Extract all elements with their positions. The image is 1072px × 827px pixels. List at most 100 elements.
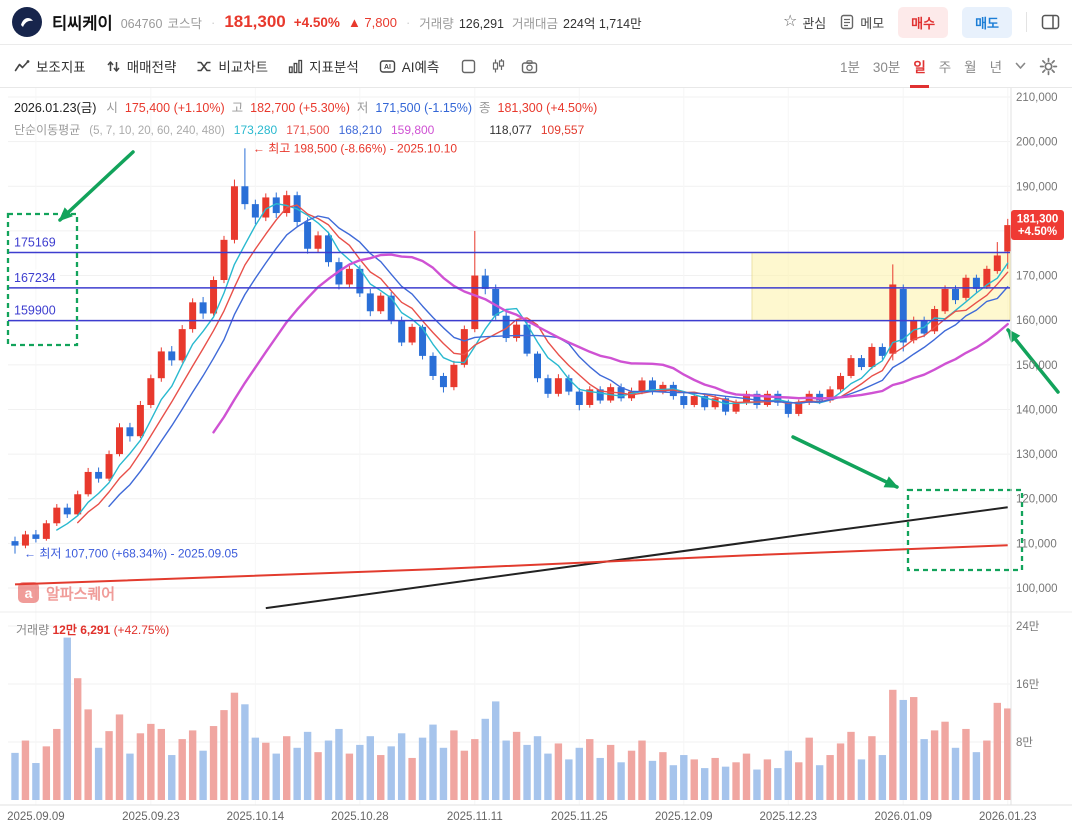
toolbar-item-label: 지표분석 xyxy=(309,60,359,75)
current-price: 181,300 xyxy=(224,12,286,31)
svg-text:← 최고 198,500 (-8.66%) - 2025.1: ← 최고 198,500 (-8.66%) - 2025.10.10 xyxy=(253,141,458,155)
timeframe-month[interactable]: 월 xyxy=(964,60,977,75)
indicator-icon xyxy=(14,59,30,71)
timeframe-year[interactable]: 년 xyxy=(989,60,1002,75)
svg-text:100,000: 100,000 xyxy=(1016,583,1058,595)
memo-button[interactable]: 메모 xyxy=(840,13,884,32)
candlestick-icon xyxy=(493,59,505,73)
svg-text:2025.10.28: 2025.10.28 xyxy=(331,811,389,823)
toolbar-item-compare[interactable]: 비교차트 xyxy=(196,56,268,76)
ma-info: 단순이동평균 (5, 7, 10, 20, 60, 240, 480) 173,… xyxy=(14,121,584,138)
gridlines xyxy=(8,88,1010,805)
svg-text:2025.11.25: 2025.11.25 xyxy=(551,811,608,823)
timeframe-day[interactable]: 일 xyxy=(910,45,930,88)
toolbar-item-label: AI예측 xyxy=(401,60,440,75)
volume-legend: 거래량 12만 6,291 (+42.75%) xyxy=(16,622,169,637)
candles-layer xyxy=(11,148,1012,554)
svg-text:2025.10.14: 2025.10.14 xyxy=(227,811,285,823)
svg-text:2025.11.11: 2025.11.11 xyxy=(447,811,503,823)
watchlist-label: 관심 xyxy=(802,15,827,31)
chart-style-button[interactable] xyxy=(461,59,476,74)
toolbar-item-ai-forecast[interactable]: AI AI예측 xyxy=(379,56,440,76)
toolbar-item-indicators[interactable]: 보조지표 xyxy=(14,56,86,76)
low-value: 171,500 (-1.15%) xyxy=(375,101,472,115)
volume-bars xyxy=(11,637,1012,800)
chart-toolbar: 보조지표 매매전략 비교차트 지표분석 xyxy=(0,45,1072,88)
header-actions: ☆ 관심 메모 매수 매도 xyxy=(783,6,1060,38)
svg-text:160,000: 160,000 xyxy=(1016,315,1058,327)
sidebar-toggle-icon xyxy=(1041,14,1060,30)
separator-dot: · xyxy=(405,14,411,30)
annotations: ← 최고 198,500 (-8.66%) - 2025.10.10 ← 최저 1… xyxy=(24,141,457,560)
open-value: 175,400 (+1.10%) xyxy=(124,101,225,115)
market-label: 코스닥 xyxy=(167,16,202,31)
svg-text:130,000: 130,000 xyxy=(1016,449,1058,461)
svg-text:150,000: 150,000 xyxy=(1016,360,1058,372)
candle-style-button[interactable] xyxy=(491,58,506,74)
open-label: 시 xyxy=(106,101,118,115)
compare-chart-icon xyxy=(197,61,211,71)
chevron-down-icon[interactable] xyxy=(1015,62,1026,70)
svg-text:+4.50%: +4.50% xyxy=(1018,226,1057,238)
close-value: 181,300 (+4.50%) xyxy=(497,101,598,115)
svg-text:AI: AI xyxy=(384,64,391,71)
svg-text:200,000: 200,000 xyxy=(1016,137,1058,149)
timeframe-week[interactable]: 주 xyxy=(938,60,952,75)
memo-icon xyxy=(841,14,854,30)
ohlc-info: 2026.01.23(금) 시 175,400 (+1.10%) 고 182,7… xyxy=(14,97,597,116)
svg-text:190,000: 190,000 xyxy=(1016,181,1058,193)
high-label: 고 xyxy=(231,101,244,115)
sell-button[interactable]: 매도 xyxy=(962,6,1012,38)
app-logo[interactable] xyxy=(12,7,42,37)
svg-text:140,000: 140,000 xyxy=(1016,404,1058,416)
turnover-stat: 거래대금 224억 1,714만 xyxy=(512,13,642,32)
toolbar-item-analysis[interactable]: 지표분석 xyxy=(288,56,359,76)
volume-stat-value: 126,291 xyxy=(458,16,504,31)
indicator-analysis-icon xyxy=(288,59,303,73)
timeframe-30min[interactable]: 30분 xyxy=(872,60,901,75)
toolbar-item-label: 보조지표 xyxy=(36,60,86,75)
app-logo-icon xyxy=(21,17,33,27)
svg-text:알파스퀘어: 알파스퀘어 xyxy=(46,586,115,603)
close-label: 종 xyxy=(479,101,491,115)
toolbar-icon-buttons xyxy=(461,58,538,74)
ma7-value: 171,500 xyxy=(286,123,330,137)
watermark: a 알파스퀘어 xyxy=(18,582,115,603)
toolbar-item-label: 비교차트 xyxy=(218,60,269,75)
chart-style-icon xyxy=(462,59,476,73)
ma240-value: 109,557 xyxy=(540,123,585,137)
svg-text:120,000: 120,000 xyxy=(1016,494,1058,506)
svg-text:159900: 159900 xyxy=(14,304,56,318)
screenshot-button[interactable] xyxy=(521,59,538,74)
svg-text:2025.09.09: 2025.09.09 xyxy=(7,811,65,823)
svg-text:24만: 24만 xyxy=(1016,620,1040,633)
volume-stat: 거래량 126,291 xyxy=(419,13,504,32)
stock-name: 티씨케이 xyxy=(52,15,113,33)
trade-strategy-icon xyxy=(107,60,120,72)
stock-code: 064760 코스닥 xyxy=(121,13,202,32)
camera-icon xyxy=(522,59,538,73)
memo-label: 메모 xyxy=(860,15,885,31)
change-amount: ▲ 7,800 xyxy=(347,14,397,30)
watchlist-button[interactable]: ☆ 관심 xyxy=(783,13,826,32)
ma10-value: 168,210 xyxy=(338,123,382,137)
panel-toggle-button[interactable] xyxy=(1041,14,1060,30)
svg-text:210,000: 210,000 xyxy=(1016,92,1058,104)
stock-code-number: 064760 xyxy=(120,16,163,31)
stock-header: 티씨케이 064760 코스닥 · 181,300 +4.50% ▲ 7,800 … xyxy=(0,0,1072,45)
ma-label: 단순이동평균 xyxy=(14,123,81,137)
turnover-stat-value: 224억 1,714만 xyxy=(563,16,642,31)
green-annotations xyxy=(6,150,1060,572)
settings-gear-icon[interactable] xyxy=(1039,57,1058,76)
axes: 210,000200,000190,000180,000170,000160,0… xyxy=(0,88,1072,823)
ma20-value: 159,800 xyxy=(390,123,435,137)
svg-text:2025.12.09: 2025.12.09 xyxy=(655,811,713,823)
svg-text:175169: 175169 xyxy=(14,235,56,249)
toolbar-item-strategy[interactable]: 매매전략 xyxy=(106,56,176,76)
chart-date: 2026.01.23(금) xyxy=(14,101,97,115)
timeframe-1min[interactable]: 1분 xyxy=(839,60,860,75)
volume-stat-label: 거래량 xyxy=(419,16,454,31)
timeframe-selector: 1분 30분 일 주 월 년 xyxy=(840,45,1058,88)
buy-button[interactable]: 매수 xyxy=(898,6,949,38)
